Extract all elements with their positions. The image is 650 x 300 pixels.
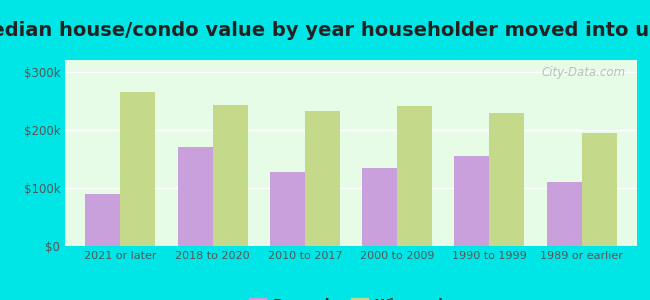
Legend: Durand, Wisconsin: Durand, Wisconsin	[245, 294, 457, 300]
Text: Median house/condo value by year householder moved into unit: Median house/condo value by year househo…	[0, 21, 650, 40]
Bar	[120, 92, 155, 246]
Bar	[547, 182, 582, 246]
Text: City-Data.com: City-Data.com	[541, 66, 625, 79]
Bar	[270, 172, 305, 246]
Bar	[177, 147, 213, 246]
Bar	[454, 156, 489, 246]
Bar	[362, 167, 397, 246]
Bar	[305, 111, 340, 246]
Bar	[213, 105, 248, 246]
Bar	[85, 194, 120, 246]
Bar	[582, 133, 617, 246]
Bar	[397, 106, 432, 246]
Bar	[489, 113, 525, 246]
